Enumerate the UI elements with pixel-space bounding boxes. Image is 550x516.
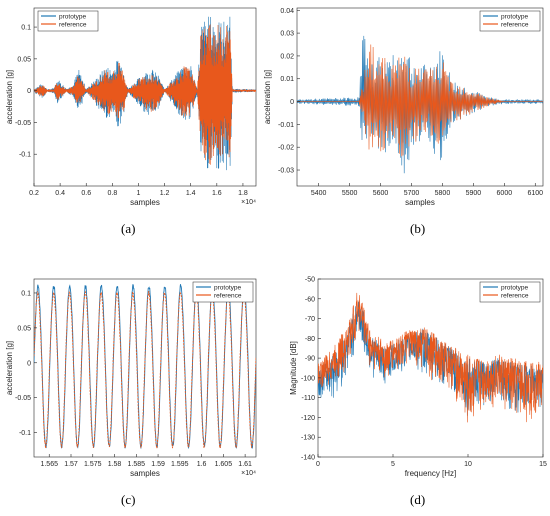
x-axis-label: frequency [Hz]: [405, 469, 457, 478]
x-tick-label: 1.575: [84, 461, 102, 468]
y-tick-label: -120: [301, 415, 315, 422]
x-tick-label: 5: [391, 461, 395, 468]
legend-label-reference: reference: [501, 22, 529, 29]
panel-c: 1.565 1.57 1.575 1.58 1.585 1.59 1.595 1.6 1.605…: [5, 278, 257, 478]
x-tick-label: 1.8: [238, 190, 248, 197]
y-tick-label: 0: [290, 99, 294, 106]
y-axis-label: Magnitude [dB]: [289, 341, 298, 395]
y-axis-label: acceleration [g]: [263, 70, 272, 124]
y-tick-label: -0.05: [15, 395, 31, 402]
x-tick-label: 15: [539, 461, 547, 468]
legend-label-reference: reference: [214, 293, 242, 300]
y-tick-label: -0.01: [278, 122, 294, 129]
series-line-reference: [297, 44, 543, 157]
y-tick-label: 0.1: [21, 290, 31, 297]
x-tick-label: 1.565: [40, 461, 58, 468]
y-tick-label: 0.1: [21, 25, 31, 32]
series-line-prototype: [297, 35, 543, 174]
x-tick-label: 10: [464, 461, 472, 468]
y-tick-label: -0.05: [15, 120, 31, 127]
caption-d: (d): [410, 492, 426, 507]
series-group: [34, 283, 256, 450]
legend-label-prototype: prototype: [501, 14, 528, 21]
x-axis-exponent: ×10⁴: [241, 470, 256, 477]
x-tick-label: 1: [137, 190, 141, 197]
x-tick-label: 0: [316, 461, 320, 468]
x-tick-label: 1.6: [197, 461, 207, 468]
y-tick-label: -90: [305, 356, 315, 363]
series-line-reference: [34, 290, 256, 450]
legend-label-prototype: prototype: [214, 285, 241, 292]
x-tick-label: 1.59: [151, 461, 165, 468]
y-axis-label: acceleration [g]: [5, 341, 14, 395]
x-tick-label: 1.2: [160, 190, 170, 197]
y-tick-label: 0.05: [17, 56, 31, 63]
panel-b: 5400 5500 5600 5700 5800 5900 6000 6100 -0.03 -0.…: [263, 7, 544, 207]
x-axis-exponent: ×10⁴: [241, 199, 256, 206]
y-tick-label: -50: [305, 277, 315, 284]
legend-label-reference: reference: [501, 293, 529, 300]
caption-c: (c): [121, 492, 136, 507]
x-axis-label: samples: [405, 198, 435, 207]
y-tick-label: 0.02: [280, 53, 294, 60]
y-axis-label: acceleration [g]: [5, 70, 14, 124]
y-tick-label: -80: [305, 336, 315, 343]
x-tick-label: 1.605: [215, 461, 233, 468]
legend-label-reference: reference: [59, 22, 87, 29]
y-tick-label: -0.1: [19, 152, 31, 159]
panel-d: 0 5 10 15 -140 -130 -120 -110 -100 -90 -80 -70 -60 -5…: [289, 277, 547, 479]
legend-label-prototype: prototype: [59, 14, 86, 21]
x-tick-label: 5900: [466, 190, 482, 197]
x-tick-label: 0.4: [55, 190, 65, 197]
y-tick-label: -110: [302, 395, 316, 402]
legend-label-prototype: prototype: [501, 285, 528, 292]
y-tick-label: 0: [27, 88, 31, 95]
x-tick-label: 1.57: [64, 461, 78, 468]
y-tick-label: -70: [305, 316, 315, 323]
y-tick-label: 0.03: [280, 31, 294, 38]
x-tick-label: 1.595: [171, 461, 189, 468]
y-tick-label: -0.1: [19, 430, 31, 437]
caption-a: (a): [121, 221, 136, 236]
y-tick-label: -60: [305, 296, 315, 303]
x-tick-label: 0.2: [29, 190, 39, 197]
y-tick-label: -0.03: [278, 168, 294, 175]
x-axis-label: samples: [130, 469, 160, 478]
x-tick-label: 1.585: [128, 461, 146, 468]
y-tick-label: -140: [301, 455, 315, 462]
y-tick-label: -130: [301, 435, 315, 442]
x-tick-label: 0.6: [81, 190, 91, 197]
x-tick-label: 1.4: [186, 190, 196, 197]
x-tick-label: 0.8: [107, 190, 117, 197]
x-axis-label: samples: [130, 198, 160, 207]
y-tick-label: 0: [27, 360, 31, 367]
x-tick-label: 5700: [404, 190, 420, 197]
x-tick-label: 5600: [373, 190, 389, 197]
y-tick-label: 0.05: [17, 325, 31, 332]
panel-a: 0.2 0.4 0.6 0.8 1 1.2 1.4 1.6 1.8 -0.1 -0.05 0 0.05 0…: [5, 7, 257, 207]
series-group: [297, 35, 543, 174]
series-group: [318, 292, 543, 423]
y-tick-label: 0.04: [280, 8, 294, 15]
x-tick-label: 1.58: [108, 461, 122, 468]
y-tick-label: -100: [301, 375, 315, 382]
x-tick-label: 1.6: [212, 190, 222, 197]
x-tick-label: 5800: [435, 190, 451, 197]
caption-b: (b): [410, 221, 426, 236]
series-line-reference: [318, 292, 543, 423]
x-tick-label: 1.61: [238, 461, 252, 468]
x-tick-label: 5400: [311, 190, 327, 197]
x-tick-label: 6100: [527, 190, 543, 197]
series-group: [34, 16, 256, 171]
x-tick-label: 6000: [497, 190, 513, 197]
y-tick-label: 0.01: [280, 76, 294, 83]
y-tick-label: -0.02: [278, 145, 294, 152]
x-tick-label: 5500: [342, 190, 358, 197]
series-line-reference: [34, 24, 256, 165]
